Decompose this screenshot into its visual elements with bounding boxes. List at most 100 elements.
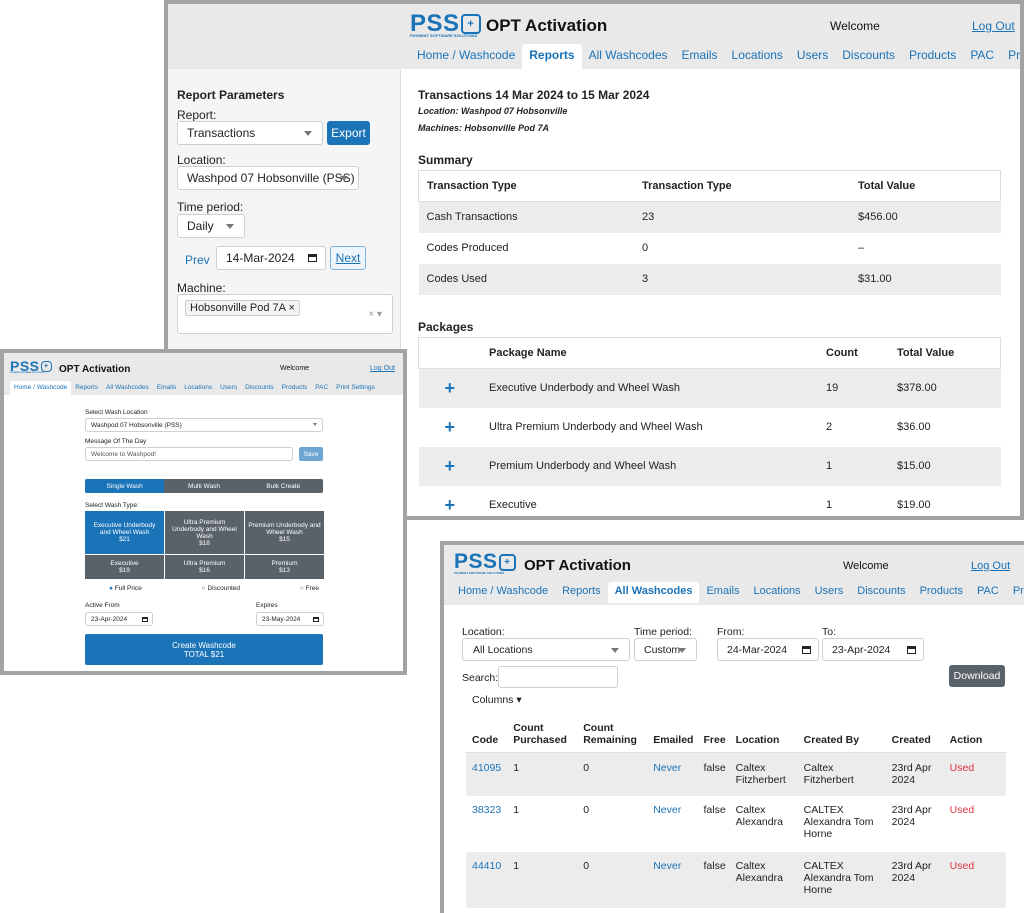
column-header[interactable]: Free xyxy=(703,733,726,746)
tab-emails[interactable]: Emails xyxy=(706,585,740,597)
column-header[interactable]: Action xyxy=(949,733,983,746)
tab-products[interactable]: Products xyxy=(281,384,308,391)
wash-type-option[interactable]: Premium Underbody and Wheel Wash $15 xyxy=(245,511,324,554)
tab-print-settings[interactable]: Print Settings xyxy=(336,384,375,391)
emailed-link[interactable]: Never xyxy=(653,860,682,872)
expand-icon[interactable]: + xyxy=(444,455,455,476)
logout-link[interactable]: Log Out xyxy=(370,365,395,372)
report-select[interactable]: Transactions xyxy=(177,121,323,145)
tab-home[interactable]: Home / Washcode xyxy=(458,585,549,597)
motd-input[interactable]: Welcome to Washpod! xyxy=(85,447,293,461)
location-select[interactable]: All Locations xyxy=(462,638,630,661)
expires-input[interactable]: 23-May-2024 xyxy=(256,612,324,626)
logout-link[interactable]: Log Out xyxy=(972,19,1015,33)
tab-print-settings[interactable]: Print Settings xyxy=(1008,48,1023,62)
wash-type-option[interactable]: Ultra Premium $16 xyxy=(165,555,244,579)
tab-users[interactable]: Users xyxy=(220,384,238,391)
tab-pac[interactable]: PAC xyxy=(977,585,999,597)
tab-reports[interactable]: Reports xyxy=(522,44,582,69)
column-header[interactable]: Created xyxy=(891,733,931,746)
tab-home[interactable]: Home / Washcode xyxy=(417,48,516,62)
expand-icon[interactable]: + xyxy=(444,416,455,437)
expand-icon[interactable]: + xyxy=(444,494,455,515)
tab-emails[interactable]: Emails xyxy=(681,48,718,62)
download-button[interactable]: Download xyxy=(949,665,1005,687)
wash-type-option[interactable]: Ultra Premium Underbody and Wheel Wash $1… xyxy=(165,511,244,554)
to-date-input[interactable]: 23-Apr-2024 xyxy=(822,638,924,661)
search-input[interactable] xyxy=(498,666,618,688)
column-header[interactable]: Location xyxy=(735,733,780,746)
tab-locations[interactable]: Locations xyxy=(184,384,213,391)
tab-all-washcodes[interactable]: All Washcodes xyxy=(588,48,668,62)
expand-icon[interactable]: + xyxy=(444,377,455,398)
table-cell: $36.00 xyxy=(897,421,931,433)
machine-tag[interactable]: Hobsonville Pod 7A × xyxy=(185,300,300,316)
column-header[interactable]: Emailed xyxy=(653,733,694,746)
tab-home[interactable]: Home / Washcode xyxy=(10,381,72,396)
radio-free[interactable]: ○ Free xyxy=(300,585,319,592)
code-link[interactable]: 38323 xyxy=(472,804,502,816)
tab-products[interactable]: Products xyxy=(919,585,964,597)
date-input[interactable]: 14-Mar-2024 xyxy=(216,246,326,270)
action-status[interactable]: Used xyxy=(949,804,975,816)
table-cell: 23rd Apr 2024 xyxy=(891,860,932,884)
calendar-icon xyxy=(308,254,317,262)
tab-pac[interactable]: PAC xyxy=(970,48,995,62)
tab-bulk-create[interactable]: Bulk Create xyxy=(266,482,301,490)
tab-discounts[interactable]: Discounts xyxy=(842,48,895,62)
action-status[interactable]: Used xyxy=(949,860,975,872)
report-label: Report: xyxy=(177,108,217,122)
tab-discounts[interactable]: Discounts xyxy=(857,585,906,597)
tab-single-wash[interactable]: Single Wash xyxy=(85,479,165,493)
prev-button[interactable]: Prev xyxy=(185,253,210,267)
export-button[interactable]: Export xyxy=(327,121,370,145)
welcome-text: Welcome xyxy=(830,19,880,33)
expires-label: Expires xyxy=(256,602,278,609)
tab-multi-wash[interactable]: Multi Wash xyxy=(188,482,220,490)
tab-pac[interactable]: PAC xyxy=(315,384,329,391)
active-from-input[interactable]: 23-Apr-2024 xyxy=(85,612,153,626)
tab-all-washcodes[interactable]: All Washcodes xyxy=(106,384,149,391)
tab-discounts[interactable]: Discounts xyxy=(245,384,274,391)
column-header[interactable]: Created By xyxy=(803,733,860,746)
tab-users[interactable]: Users xyxy=(814,585,844,597)
location-select-value: Washpod 07 Hobsonville (PSS) xyxy=(91,421,182,429)
table-cell: Codes Produced xyxy=(426,242,509,254)
location-select[interactable]: Washpod 07 Hobsonville (PSS) xyxy=(177,166,359,190)
tab-reports[interactable]: Reports xyxy=(75,384,98,391)
location-select[interactable]: Washpod 07 Hobsonville (PSS) xyxy=(85,418,323,432)
column-header[interactable]: Code xyxy=(472,733,499,746)
tab-print-settings[interactable]: Print Settings xyxy=(1012,585,1024,597)
table-row: Codes Produced 0 – xyxy=(419,233,1001,264)
code-link[interactable]: 41095 xyxy=(472,761,502,774)
wash-type-option[interactable]: Premium $13 xyxy=(245,555,324,579)
wash-type-option[interactable]: Executive Underbody and Wheel Wash $21 xyxy=(85,511,164,554)
create-washcode-button[interactable]: Create Washcode TOTAL $21 xyxy=(85,634,323,665)
machine-multiselect[interactable]: Hobsonville Pod 7A × × ▾ xyxy=(177,294,393,334)
radio-full-price[interactable]: ● Full Price xyxy=(109,585,142,592)
radio-discounted[interactable]: ○ Discounted xyxy=(202,585,240,592)
columns-toggle[interactable]: Columns ▾ xyxy=(472,694,522,706)
clear-icon[interactable]: × ▾ xyxy=(368,309,382,320)
tab-all-washcodes[interactable]: All Washcodes xyxy=(607,582,700,603)
from-date-input[interactable]: 24-Mar-2024 xyxy=(717,638,819,661)
tab-reports[interactable]: Reports xyxy=(562,585,601,597)
tab-emails[interactable]: Emails xyxy=(156,384,177,391)
save-button[interactable]: Save xyxy=(299,447,323,461)
action-status[interactable]: Used xyxy=(949,761,975,774)
column-header[interactable]: Count Purchased xyxy=(513,721,567,746)
emailed-link[interactable]: Never xyxy=(653,804,682,816)
logout-link[interactable]: Log Out xyxy=(971,560,1011,572)
period-select[interactable]: Daily xyxy=(177,214,245,238)
next-button[interactable]: Next xyxy=(330,246,366,270)
wash-type-option[interactable]: Executive $19 xyxy=(85,555,164,579)
column-header[interactable]: Count Remaining xyxy=(583,721,637,746)
emailed-link[interactable]: Never xyxy=(653,761,682,774)
tab-users[interactable]: Users xyxy=(796,48,829,62)
period-select[interactable]: Custom xyxy=(634,638,697,661)
tab-locations[interactable]: Locations xyxy=(731,48,783,62)
code-link[interactable]: 44410 xyxy=(472,860,502,872)
tab-locations[interactable]: Locations xyxy=(753,585,801,597)
tab-products[interactable]: Products xyxy=(908,48,957,62)
table-cell: Ultra Premium Underbody and Wheel Wash xyxy=(489,421,703,433)
